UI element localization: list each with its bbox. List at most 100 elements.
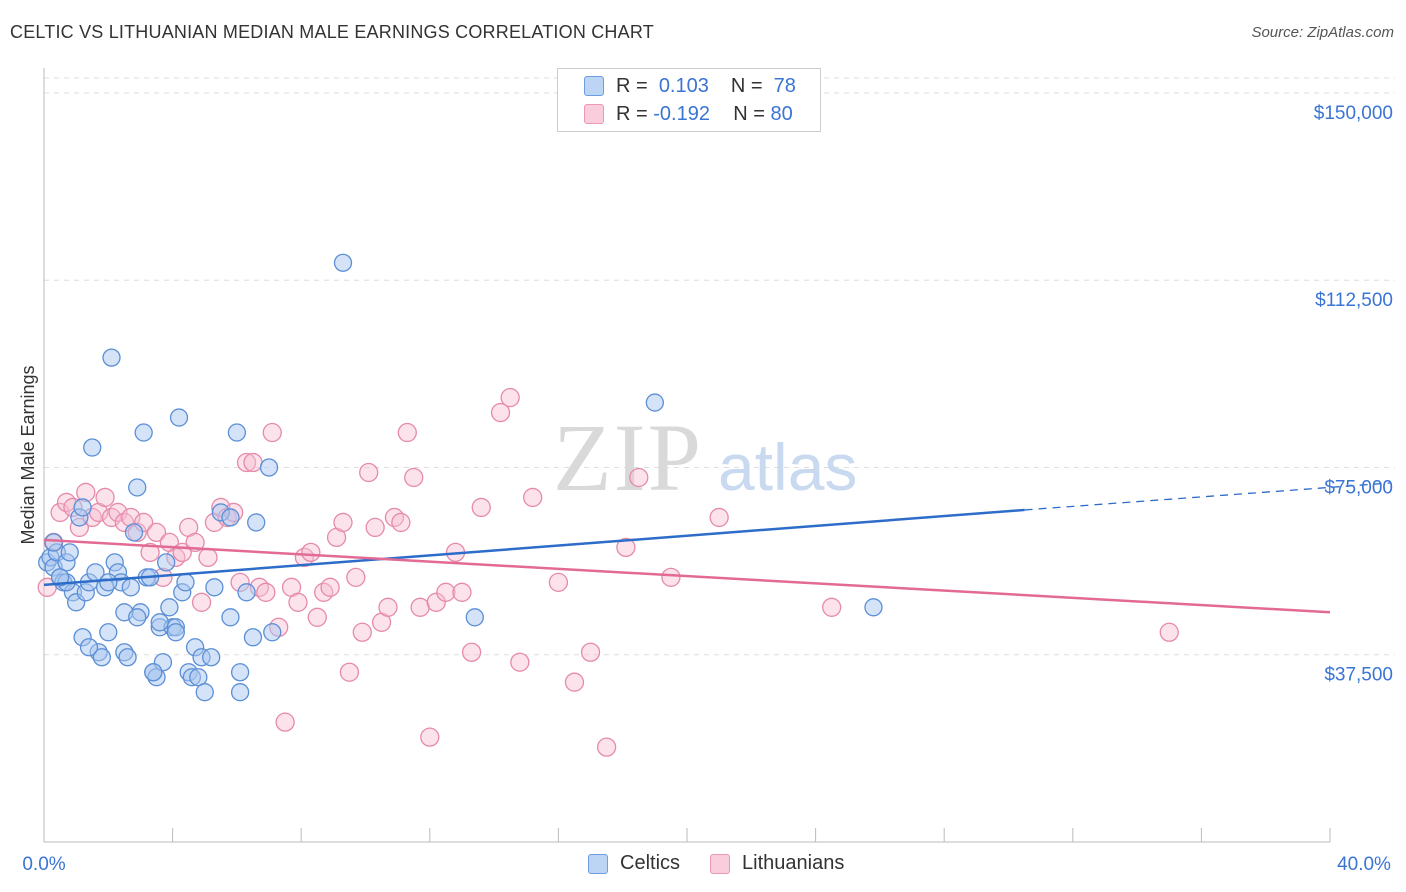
lithuanians-point	[359, 462, 379, 483]
lithuanians-point	[500, 387, 520, 408]
celtics-point	[99, 623, 118, 642]
celtics-point	[645, 393, 664, 412]
celtics-point	[50, 568, 70, 587]
lithuanians-point	[629, 467, 649, 488]
lithuanians-point	[275, 712, 295, 732]
lithuanians-point	[420, 727, 440, 747]
legend-item-lithuanians[interactable]: Lithuanians	[710, 852, 844, 875]
chart-title: CELTIC VS LITHUANIAN MEDIAN MALE EARNING…	[10, 22, 654, 42]
lithuanians-point	[352, 622, 372, 642]
x-tick-label: 0.0%	[22, 854, 65, 875]
celtics-point	[247, 513, 266, 532]
y-tick-label: $112,500	[1315, 290, 1393, 311]
lithuanians-r-value: -0.192	[653, 102, 710, 125]
celtics-trend-extension	[1024, 482, 1391, 511]
lithuanians-point	[391, 512, 411, 533]
celtics-point	[237, 583, 256, 602]
tick-labels: $37,500 $75,000 $112,500 $150,000 0.0% 40.0% M…	[18, 103, 1393, 875]
axes	[43, 68, 1331, 843]
lithuanians-point	[243, 452, 263, 473]
lithuanians-point	[301, 542, 321, 563]
celtics-point	[157, 553, 176, 572]
y-tick-label: $37,500	[1324, 665, 1393, 686]
lithuanians-swatch	[584, 104, 604, 124]
celtics-point	[73, 498, 92, 517]
celtics-r-value: 0.103	[658, 74, 709, 97]
watermark-zip: ZIP	[553, 404, 703, 511]
celtics-point	[44, 533, 63, 552]
series-legend: Celtics Lithuanians	[588, 852, 874, 875]
lithuanians-point	[76, 482, 96, 503]
celtics-point	[259, 458, 279, 477]
lithuanians-point	[426, 592, 446, 612]
y-axis-label: Median Male Earnings	[18, 365, 38, 544]
lithuanians-point	[1159, 622, 1179, 642]
lithuanians-point	[191, 592, 212, 612]
celtics-point	[169, 408, 189, 427]
lithuanians-point	[198, 547, 218, 568]
watermark-atlas: atlas	[718, 430, 857, 504]
x-tick-label: 40.0%	[1337, 854, 1391, 875]
celtics-point	[205, 578, 224, 597]
celtics-point	[83, 438, 102, 457]
lithuanians-point	[288, 592, 308, 612]
lithuanians-point	[256, 582, 276, 602]
lithuanians-point	[339, 662, 360, 682]
legend-row-lithuanians: R = -0.192 N = 80	[584, 101, 793, 127]
legend-item-celtics[interactable]: Celtics	[588, 852, 680, 875]
lithuanians-point	[661, 567, 681, 587]
n-label: N =	[733, 102, 765, 125]
watermark: ZIP atlas	[553, 404, 857, 511]
lithuanians-point	[384, 507, 405, 528]
celtics-point	[60, 543, 79, 562]
legend-row-celtics: R = 0.103 N = 78	[584, 73, 796, 99]
lithuanians-point	[436, 582, 456, 602]
celtics-point	[160, 598, 179, 617]
y-tick-label: $150,000	[1314, 103, 1393, 124]
celtics-point	[79, 638, 99, 657]
celtics-swatch	[584, 76, 604, 96]
lithuanians-point	[490, 402, 511, 423]
lithuanians-point	[320, 577, 340, 597]
celtics-point	[134, 423, 153, 442]
lithuanians-point	[471, 497, 491, 518]
celtics-point	[99, 573, 118, 592]
lithuanians-point	[410, 597, 430, 617]
y-tick-label: $75,000	[1324, 477, 1393, 498]
r-label: R =	[616, 102, 648, 125]
celtics-point	[195, 683, 214, 702]
celtics-point	[227, 423, 247, 442]
celtics-legend-label: Celtics	[620, 852, 681, 874]
celtics-legend-swatch	[588, 853, 608, 874]
lithuanians-point	[580, 642, 601, 662]
lithuanians-point	[378, 597, 398, 617]
r-label: R =	[616, 74, 648, 97]
lithuanians-points	[37, 387, 1179, 757]
lithuanians-point	[95, 487, 115, 508]
celtics-n-value: 78	[773, 74, 796, 97]
celtics-point	[864, 598, 883, 617]
lithuanians-point	[185, 532, 205, 553]
celtics-point	[465, 608, 484, 627]
celtics-point	[333, 253, 353, 272]
lithuanians-point	[709, 507, 729, 528]
lithuanians-point	[523, 487, 543, 508]
celtics-point	[221, 608, 240, 627]
lithuanians-point	[262, 422, 282, 443]
celtics-point	[118, 648, 137, 667]
lithuanians-point	[365, 517, 385, 538]
lithuanians-point	[564, 672, 585, 692]
lithuanians-point	[822, 597, 842, 617]
source-credit: Source: ZipAtlas.com	[1251, 24, 1394, 41]
lithuanians-point	[510, 652, 530, 672]
celtics-point	[124, 523, 144, 542]
lithuanians-point	[616, 537, 636, 558]
lithuanians-point	[146, 522, 167, 543]
celtics-point	[121, 578, 140, 597]
lithuanians-point	[461, 642, 482, 662]
celtics-point	[221, 508, 240, 527]
celtics-point	[92, 648, 112, 667]
celtics-point	[144, 663, 163, 682]
celtics-point	[202, 648, 221, 667]
